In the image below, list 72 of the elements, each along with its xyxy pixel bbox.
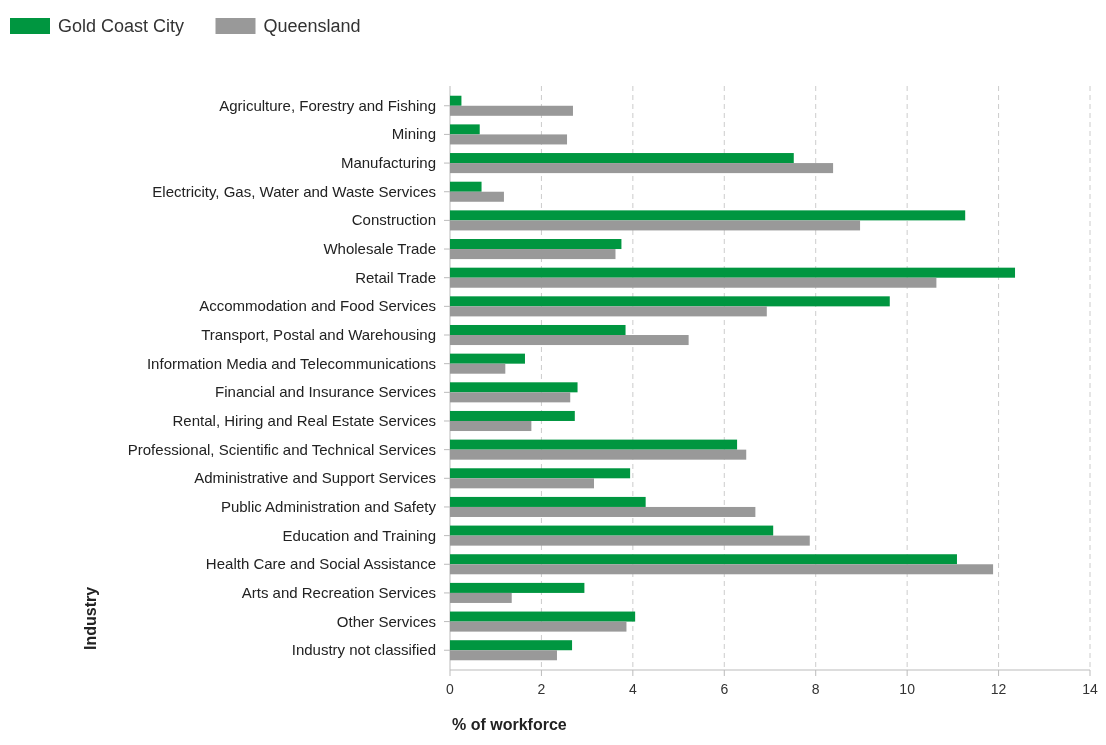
y-tick-label: Financial and Insurance Services [215,383,436,401]
x-tick-label: 4 [628,681,637,697]
bar [450,249,616,260]
bar [450,410,575,421]
y-tick-label: Arts and Recreation Services [241,583,436,601]
bar [450,296,890,307]
bar [450,621,627,632]
bar [450,506,756,517]
y-tick-label: Rental, Hiring and Real Estate Services [172,411,436,429]
y-tick-label: Electricity, Gas, Water and Waste Services [152,182,436,200]
y-tick-label: Mining [391,125,436,143]
bar [450,191,504,202]
y-tick-label: Professional, Scientific and Technical Services [127,440,436,458]
y-tick-label: Information Media and Telecommunications [146,354,436,372]
x-tick-label: 12 [990,681,1007,697]
bar [450,153,794,164]
x-tick-label: 10 [899,681,916,697]
bar [450,611,636,622]
bar [450,181,482,192]
bar [450,582,585,593]
y-tick-label: Accommodation and Food Services [199,297,436,315]
bar [450,335,689,346]
x-tick-label: 14 [1082,681,1098,697]
bar [450,163,834,174]
y-tick-label: Wholesale Trade [323,240,436,258]
y-tick-label: Other Services [336,612,436,630]
legend-label: Queensland [263,16,361,36]
bar [450,420,532,432]
bar [450,650,557,661]
bar [450,392,571,403]
x-tick-label: 2 [537,681,546,697]
bar [450,95,462,106]
y-tick-label: Administrative and Support Services [194,469,436,487]
bar [450,478,594,489]
legend-label: Gold Coast City [58,16,185,36]
bar [450,105,573,116]
x-tick-label: 6 [720,681,729,697]
bar [450,449,747,460]
bar [450,324,626,336]
y-tick-label: Retail Trade [355,268,436,286]
bar [450,267,1016,278]
bar [450,220,861,231]
bar [450,439,738,450]
x-tick-label: 8 [811,681,820,697]
x-axis-title: % of workforce [452,716,567,733]
y-tick-label: Transport, Postal and Warehousing [201,326,436,344]
y-tick-label: Agriculture, Forestry and Fishing [219,96,436,114]
bar [450,134,568,145]
y-tick-label: Industry not classified [291,641,436,659]
y-axis-title: Industry [82,586,99,650]
bar [450,306,767,317]
bar [450,640,573,651]
bar [450,124,480,135]
bar [450,525,774,536]
y-tick-label: Education and Training [282,526,436,544]
bar [450,535,810,546]
y-tick-label: Public Administration and Safety [220,497,437,515]
bar [450,277,937,288]
bar [450,496,646,507]
bar [450,382,578,393]
bar [450,554,957,565]
bar [450,564,994,575]
y-tick-label: Construction [351,211,436,229]
bar [450,239,622,250]
bar [450,468,631,479]
y-tick-label: Health Care and Social Assistance [205,555,436,573]
bar [450,210,966,221]
bar [450,363,506,374]
x-tick-label: 0 [446,681,455,697]
bar [450,353,525,364]
y-tick-label: Manufacturing [340,154,436,172]
bar [450,592,512,603]
